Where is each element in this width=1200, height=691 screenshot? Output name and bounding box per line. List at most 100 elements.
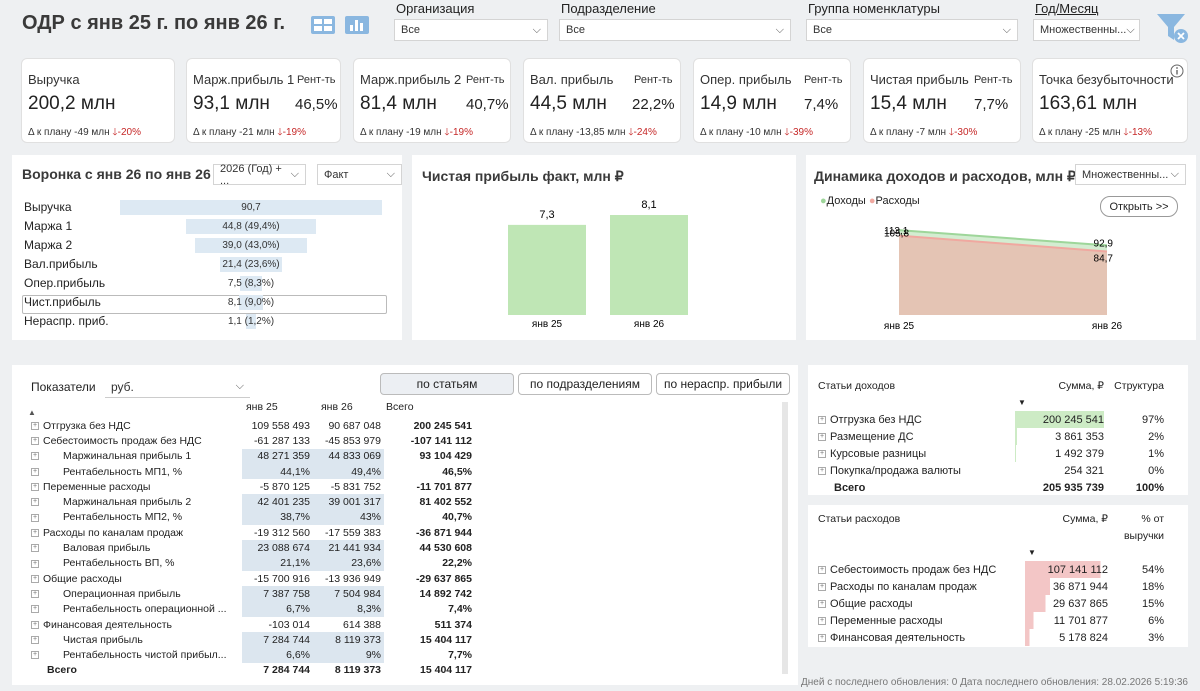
sort-desc-icon[interactable]: ▼: [1018, 398, 1026, 407]
expand-icon[interactable]: +: [31, 421, 39, 430]
funnel-period-select[interactable]: 2026 (Год) + ... ⌵: [213, 163, 306, 187]
expand-icon[interactable]: +: [31, 544, 39, 553]
expand-icon[interactable]: +: [31, 559, 39, 568]
expand-icon[interactable]: +: [818, 415, 826, 424]
table-row[interactable]: + Переменные расходы -5 870 125 -5 831 752 -…: [28, 479, 475, 494]
expand-icon[interactable]: +: [818, 599, 826, 608]
expand-icon[interactable]: +: [31, 452, 39, 461]
table-row[interactable]: + Рентабельность чистой прибыл... 6,6% 9% 7,…: [28, 647, 475, 663]
expand-icon[interactable]: +: [818, 432, 826, 441]
table-row[interactable]: + Маржинальная прибыль 2 42 401 235 39 001 …: [28, 494, 475, 510]
sort-desc-icon[interactable]: ▼: [1028, 548, 1036, 557]
table-row[interactable]: + Валовая прибыль 23 088 674 21 441 934 44 5…: [28, 540, 475, 556]
expand-icon[interactable]: +: [31, 513, 39, 522]
table-row[interactable]: Всего 7 284 744 8 119 373 15 404 117: [28, 663, 475, 678]
row-label: Рентабельность МП1, %: [63, 465, 183, 478]
income-row[interactable]: + Отгрузка без НДС 200 245 541 97%: [815, 411, 1167, 428]
funnel-row-label[interactable]: Выручка: [24, 200, 72, 214]
table-row[interactable]: + Финансовая деятельность -103 014 614 388 5…: [28, 617, 475, 632]
expand-icon[interactable]: +: [818, 449, 826, 458]
expand-icon[interactable]: +: [818, 633, 826, 642]
funnel-bar[interactable]: 39,0 (43,0%): [194, 238, 308, 253]
table-row[interactable]: + Рентабельность операционной ... 6,7% 8,3%…: [28, 601, 475, 617]
filter-org-select[interactable]: Все ⌵: [394, 19, 548, 41]
filter-label-dept: Подразделение: [561, 1, 656, 16]
kpi-delta-pct: -13%: [1128, 127, 1152, 138]
tab-by-items[interactable]: по статьям: [380, 373, 514, 395]
dynamics-select[interactable]: Множественны... ⌵: [1075, 164, 1186, 185]
expand-icon[interactable]: +: [31, 498, 39, 507]
info-icon[interactable]: [1170, 64, 1184, 83]
expand-icon[interactable]: +: [818, 466, 826, 475]
open-button[interactable]: Открыть >>: [1100, 196, 1178, 217]
expand-icon[interactable]: +: [31, 483, 39, 492]
table-row[interactable]: + Маржинальная прибыль 1 48 271 359 44 833 …: [28, 448, 475, 464]
funnel-bar[interactable]: 21,4 (23,6%): [220, 257, 282, 272]
income-header-structure: Структура: [1114, 379, 1164, 392]
line-Расходы[interactable]: [898, 234, 1108, 253]
expense-row[interactable]: + Финансовая деятельность 5 178 824 3%: [815, 629, 1167, 646]
funnel-row-label[interactable]: Маржа 1: [24, 219, 73, 233]
unit-select[interactable]: руб. ⌵: [105, 376, 250, 398]
clear-filter-icon[interactable]: [1155, 12, 1191, 49]
funnel-row-label[interactable]: Вал.прибыль: [24, 257, 98, 271]
funnel-bar[interactable]: 8,1 (9,0%): [228, 295, 274, 310]
income-row[interactable]: + Размещение ДС 3 861 353 2%: [815, 428, 1167, 445]
bar-янв 26[interactable]: [610, 215, 688, 315]
table-view-icon[interactable]: [309, 12, 337, 38]
cell-total: -11 701 877: [416, 480, 472, 493]
funnel-bar[interactable]: 1,1 (1,2%): [228, 314, 274, 329]
table-row[interactable]: + Рентабельность МП2, % 38,7% 43% 40,7%: [28, 509, 475, 526]
down-arrow-icon: 🡓: [1123, 127, 1129, 138]
tab-by-retained-earnings[interactable]: по нераспр. прибыли: [656, 373, 790, 395]
funnel-bar[interactable]: 7,5 (8,3%): [228, 276, 274, 291]
funnel-mode-select[interactable]: Факт ⌵: [317, 164, 402, 185]
chart-view-icon[interactable]: [343, 12, 371, 38]
table-row[interactable]: + Операционная прибыль 7 387 758 7 504 984 1…: [28, 586, 475, 602]
expense-pct: 18%: [1141, 580, 1164, 593]
table-row[interactable]: + Общие расходы -15 700 916 -13 936 949 -29 …: [28, 571, 475, 586]
expense-row[interactable]: + Общие расходы 29 637 865 15%: [815, 595, 1167, 612]
table-row[interactable]: + Расходы по каналам продаж -19 312 560 -17…: [28, 525, 475, 540]
funnel-row-label[interactable]: Чист.прибыль: [24, 295, 101, 309]
expense-row[interactable]: + Себестоимость продаж без НДС 107 141 112…: [815, 561, 1167, 578]
expense-row[interactable]: + Расходы по каналам продаж 36 871 944 18%: [815, 578, 1167, 595]
kpi-value: 44,5 млн: [530, 93, 607, 114]
expand-icon[interactable]: +: [818, 582, 826, 591]
table-row[interactable]: + Рентабельность ВП, % 21,1% 23,6% 22,2%: [28, 555, 475, 571]
expand-icon[interactable]: +: [31, 651, 39, 660]
expense-row[interactable]: + Переменные расходы 11 701 877 6%: [815, 612, 1167, 629]
income-row[interactable]: + Курсовые разницы 1 492 379 1%: [815, 445, 1167, 462]
bar-янв 25[interactable]: [508, 224, 586, 315]
expand-icon[interactable]: +: [31, 528, 39, 537]
expand-icon[interactable]: +: [31, 636, 39, 645]
table-row[interactable]: + Рентабельность МП1, % 44,1% 49,4% 46,5%: [28, 463, 475, 480]
table-row[interactable]: + Чистая прибыль 7 284 744 8 119 373 15 404 …: [28, 632, 475, 648]
funnel-row-label[interactable]: Нераспр. приб.: [24, 314, 109, 328]
table-row[interactable]: + Отгрузка без НДС 109 558 493 90 687 048 20…: [28, 418, 475, 433]
funnel-bar[interactable]: 44,8 (49,4%): [186, 219, 316, 234]
line-Доходы[interactable]: [898, 229, 1108, 247]
expand-icon[interactable]: +: [818, 565, 826, 574]
expand-icon[interactable]: +: [818, 616, 826, 625]
expand-icon[interactable]: +: [31, 620, 39, 629]
matrix-scrollbar[interactable]: [782, 402, 788, 674]
expand-icon[interactable]: +: [31, 467, 39, 476]
sort-asc-icon[interactable]: ▲: [28, 408, 36, 417]
sort-row: ▼: [815, 394, 1167, 411]
expand-icon[interactable]: +: [31, 574, 39, 583]
expand-icon[interactable]: +: [31, 605, 39, 614]
kpi-pct: 7,7%: [974, 96, 1009, 113]
filter-group-select[interactable]: Все ⌵: [806, 19, 1018, 41]
funnel-row-label[interactable]: Маржа 2: [24, 238, 73, 252]
expand-icon[interactable]: +: [31, 590, 39, 599]
funnel-bar[interactable]: 90,7: [120, 200, 382, 215]
tab-by-departments[interactable]: по подразделениям: [518, 373, 652, 395]
income-row[interactable]: + Покупка/продажа валюты 254 321 0%: [815, 462, 1167, 479]
expense-label: Общие расходы: [830, 597, 913, 610]
expand-icon[interactable]: +: [31, 437, 39, 446]
filter-dept-select[interactable]: Все ⌵: [559, 19, 791, 41]
filter-period-select[interactable]: Множественны... ⌵: [1033, 19, 1140, 41]
table-row[interactable]: + Себестоимость продаж без НДС -61 287 133…: [28, 433, 475, 448]
funnel-row-label[interactable]: Опер.прибыль: [24, 276, 106, 290]
